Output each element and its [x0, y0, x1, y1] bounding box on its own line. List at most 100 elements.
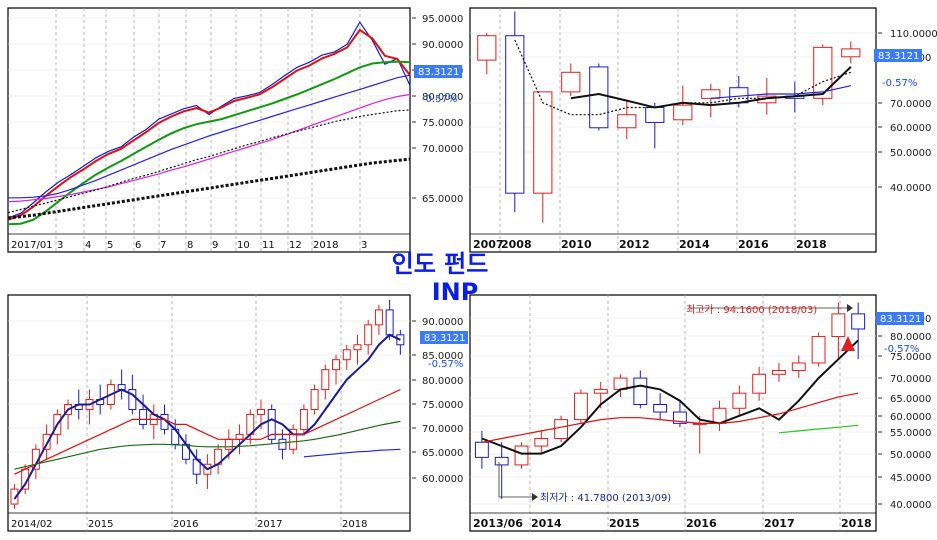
candle-body: [289, 428, 298, 450]
candle-body: [589, 66, 609, 129]
x-tick-label: 10: [237, 240, 250, 251]
x-tick-label: 2012: [619, 238, 650, 251]
y-tick-label: 90.0000: [422, 40, 463, 51]
change-percent: -0.57%: [422, 94, 457, 105]
last-price-value: 83.3121: [418, 67, 459, 78]
candle-body: [477, 35, 497, 61]
x-tick-label: 3: [57, 240, 63, 251]
last-price-badge: [420, 331, 468, 344]
x-tick-label: 2007: [473, 238, 504, 251]
candle-body: [593, 388, 608, 394]
series-line-ma_blue: [13, 333, 401, 500]
candle-body: [645, 106, 665, 123]
y-tick-label: 50.0000: [890, 148, 931, 159]
series-line-ma_green: [14, 420, 401, 470]
candle-body: [42, 433, 51, 450]
candle-body: [342, 349, 351, 361]
x-tick-label: 2017: [764, 517, 795, 530]
x-tick-label: 2010: [561, 238, 592, 251]
candle-body: [561, 71, 581, 93]
low-annotation-label: 최저가 : 41.7800 (2013/09): [540, 492, 671, 504]
x-tick-label: 2014/02: [11, 519, 53, 530]
candle-body: [573, 392, 588, 421]
candle-body: [139, 408, 148, 425]
change-percent: -0.57%: [882, 78, 917, 89]
page-title: 인도 펀드: [392, 250, 489, 278]
candle-body: [633, 377, 648, 406]
x-tick-label: 2014: [679, 238, 710, 251]
series-line-ma20: [7, 60, 411, 226]
candle-body: [813, 46, 833, 99]
candle-body: [494, 456, 509, 466]
x-tick-label: 3: [361, 240, 367, 251]
series-line-ma_red: [14, 389, 401, 475]
y-tick-label: 65.0000: [422, 194, 463, 205]
change-percent: -0.57%: [428, 359, 463, 370]
candle-body: [534, 437, 549, 447]
x-tick-label: 2013/06: [473, 517, 523, 530]
y-tick-label: 90.0000: [422, 317, 463, 328]
x-tick-label: 2016: [738, 238, 769, 251]
candle-body: [653, 404, 668, 413]
y-tick-label: 80.0000: [422, 376, 463, 387]
series-line-price: [7, 21, 411, 219]
x-tick-label: 2014: [531, 517, 562, 530]
candle-body: [364, 324, 373, 346]
y-tick-label: 40.0000: [890, 183, 931, 194]
series-line-ma_black: [481, 339, 859, 455]
candle-body: [299, 408, 308, 430]
y-tick-label: 80.0000: [890, 332, 931, 343]
y-tick-label: 55.0000: [890, 428, 931, 439]
x-tick-label: 2015: [609, 517, 640, 530]
y-tick-label: 95.0000: [422, 14, 463, 25]
x-tick-label: 2016: [686, 517, 717, 530]
x-tick-label: 2015: [88, 519, 113, 530]
y-tick-label: 80.0000: [422, 92, 463, 103]
y-tick-label: 75.0000: [890, 352, 931, 363]
last-price-badge: [414, 65, 462, 78]
candle-body: [701, 89, 721, 99]
candle-body: [128, 389, 137, 410]
y-tick-label: 60.0000: [422, 474, 463, 485]
candle-body: [505, 35, 525, 194]
series-line-ma120: [7, 93, 411, 203]
page-subtitle: INP: [432, 278, 479, 306]
x-tick-label: 9: [212, 240, 218, 251]
y-tick-label: 70.0000: [422, 144, 463, 155]
candle-body: [752, 373, 767, 394]
candle-body: [811, 336, 826, 364]
candle-body: [10, 488, 19, 505]
label-layer: 2017/01 3 4 5 6 7 8 9 10 11 12 2018 3 95.0000 90.0000 8…: [11, 14, 937, 530]
candle-body: [673, 104, 693, 121]
candle-body: [257, 408, 265, 415]
candle-body: [514, 445, 529, 466]
series-line-ma_dashed: [514, 39, 851, 116]
series-line-ma60: [8, 74, 411, 199]
y-tick-label: 70.0000: [890, 374, 931, 385]
series-layer: [7, 11, 866, 510]
candle-body: [851, 313, 866, 330]
x-tick-label: 2017/01: [11, 240, 53, 251]
y-tick-label: 70.0000: [422, 424, 463, 435]
candle-body: [267, 408, 276, 440]
y-tick-label: 60.0000: [890, 123, 931, 134]
y-tick-label: 70.0000: [890, 99, 931, 110]
y-tick-label: 65.0000: [422, 448, 463, 459]
candle-body: [732, 392, 747, 409]
last-price-value: 83.3121: [424, 333, 465, 344]
candle-body: [791, 362, 806, 372]
x-tick-label: 8: [187, 240, 193, 251]
low-annotation-arrowhead: [532, 493, 538, 501]
x-tick-label: 2016: [173, 519, 198, 530]
x-tick-label: 12: [289, 240, 302, 251]
y-tick-label: 85.0000: [422, 351, 463, 362]
grid-layer: [8, 8, 882, 531]
y-tick-label: 50.0000: [890, 450, 931, 461]
series-line-ma480: [7, 157, 411, 220]
x-tick-label: 2017: [257, 519, 282, 530]
series-line-ma_red: [481, 392, 859, 443]
series-line-ma5: [7, 28, 411, 221]
y-tick-label: 65.0000: [890, 394, 931, 405]
candle-body: [831, 313, 846, 338]
